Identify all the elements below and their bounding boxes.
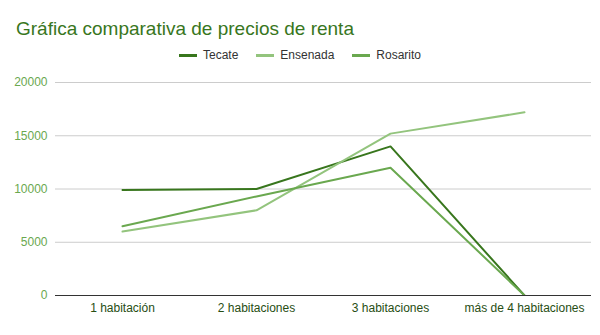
svg-text:3 habitaciones: 3 habitaciones <box>352 301 429 315</box>
svg-text:10000: 10000 <box>14 182 48 196</box>
svg-text:5000: 5000 <box>21 235 48 249</box>
html-text:Rosarito: Rosarito <box>376 48 421 62</box>
html-text:Ensenada: Ensenada <box>280 48 335 62</box>
svg-text:2 habitaciones: 2 habitaciones <box>218 301 295 315</box>
svg-text:más de 4 habitaciones: más de 4 habitaciones <box>464 301 584 315</box>
svg-text:15000: 15000 <box>14 129 48 143</box>
html-text:Tecate: Tecate <box>203 48 239 62</box>
svg-text:0: 0 <box>41 288 48 302</box>
html-text:Gráfica comparativa de precios: Gráfica comparativa de precios de renta <box>16 18 354 39</box>
svg-text:20000: 20000 <box>14 75 48 89</box>
svg-text:1 habitación: 1 habitación <box>90 301 155 315</box>
